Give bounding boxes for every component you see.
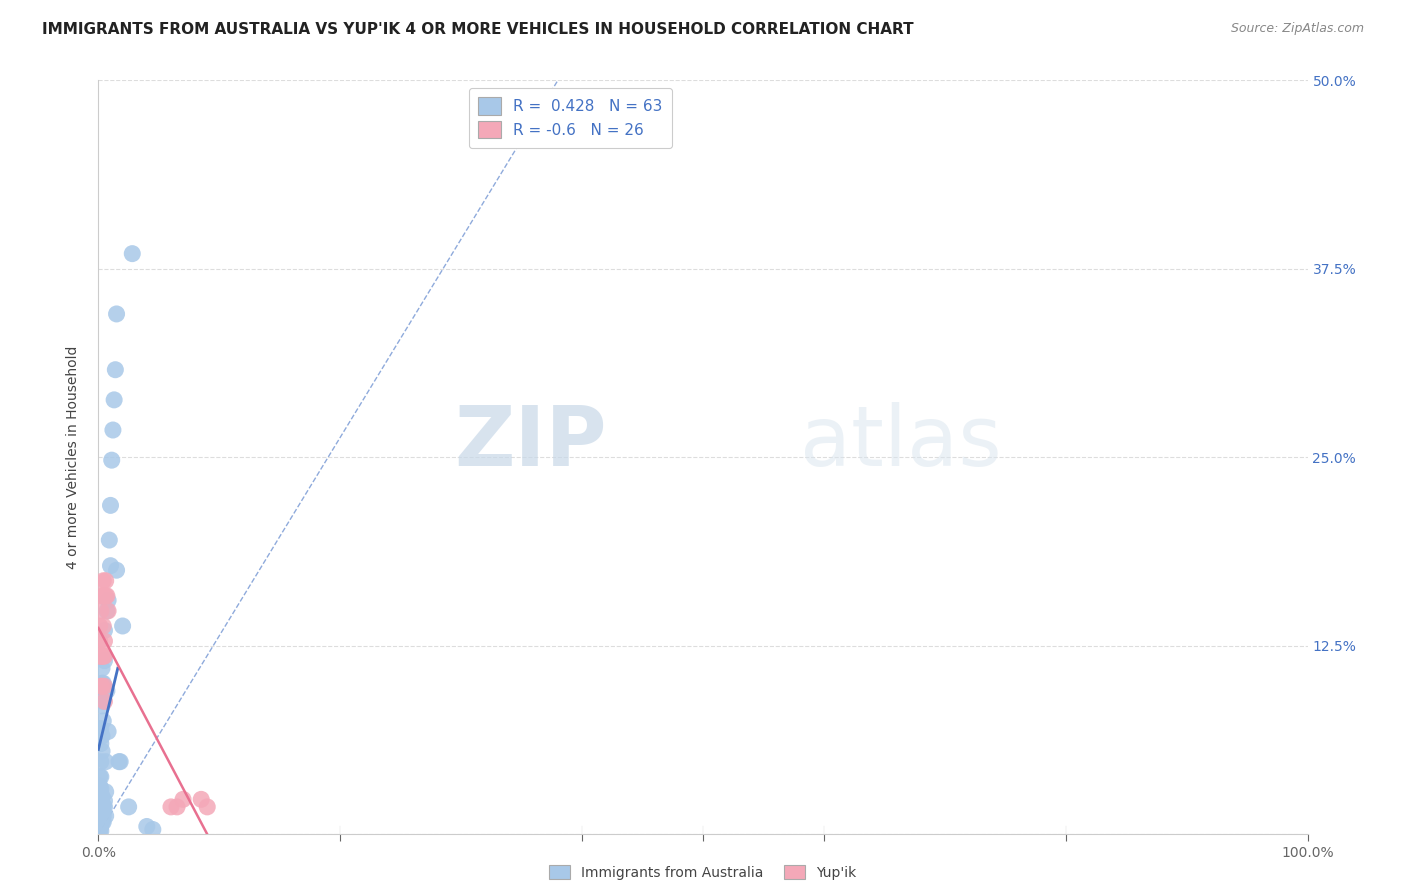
- Point: [89, 805, 111, 819]
- Point: [93, 794, 115, 808]
- Point: [94, 574, 117, 588]
- Point: [91, 800, 114, 814]
- Point: [195, 800, 218, 814]
- Legend: Immigrants from Australia, Yup'ik: Immigrants from Australia, Yup'ik: [544, 859, 862, 885]
- Point: [103, 392, 125, 407]
- Point: [90, 781, 112, 796]
- Point: [89, 820, 111, 834]
- Point: [90, 794, 112, 808]
- Point: [100, 499, 122, 513]
- Point: [121, 246, 143, 260]
- Point: [105, 563, 128, 577]
- Point: [93, 624, 115, 638]
- Point: [91, 649, 114, 664]
- Point: [91, 619, 114, 633]
- Point: [91, 814, 114, 829]
- Y-axis label: 4 or more Vehicles in Household: 4 or more Vehicles in Household: [66, 345, 80, 569]
- Point: [91, 744, 114, 758]
- Point: [108, 755, 131, 769]
- Text: atlas: atlas: [800, 401, 1001, 483]
- Point: [104, 362, 127, 376]
- Point: [91, 676, 114, 690]
- Point: [89, 824, 111, 838]
- Point: [90, 604, 112, 618]
- Point: [89, 785, 111, 799]
- Point: [90, 679, 112, 693]
- Point: [90, 737, 112, 751]
- Point: [91, 814, 114, 829]
- Point: [101, 423, 124, 437]
- Point: [91, 797, 114, 811]
- Point: [98, 533, 121, 547]
- Point: [90, 824, 112, 838]
- Point: [108, 755, 131, 769]
- Point: [90, 649, 112, 664]
- Point: [91, 649, 114, 664]
- Point: [91, 676, 114, 690]
- Text: IMMIGRANTS FROM AUSTRALIA VS YUP'IK 4 OR MORE VEHICLES IN HOUSEHOLD CORRELATION : IMMIGRANTS FROM AUSTRALIA VS YUP'IK 4 OR…: [42, 22, 914, 37]
- Point: [90, 814, 112, 829]
- Point: [93, 683, 115, 698]
- Point: [160, 800, 183, 814]
- Point: [91, 714, 114, 728]
- Point: [172, 792, 194, 806]
- Point: [118, 800, 141, 814]
- Point: [89, 649, 111, 664]
- Point: [89, 800, 111, 814]
- Point: [96, 604, 118, 618]
- Point: [96, 589, 118, 603]
- Point: [93, 800, 115, 814]
- Point: [94, 785, 117, 799]
- Point: [93, 634, 115, 648]
- Point: [93, 694, 115, 708]
- Point: [94, 755, 117, 769]
- Point: [91, 698, 114, 713]
- Text: Source: ZipAtlas.com: Source: ZipAtlas.com: [1230, 22, 1364, 36]
- Point: [91, 589, 114, 603]
- Point: [91, 789, 114, 804]
- Point: [89, 812, 111, 826]
- Point: [90, 820, 112, 834]
- Point: [166, 800, 188, 814]
- Point: [90, 722, 112, 736]
- Text: ZIP: ZIP: [454, 401, 606, 483]
- Point: [97, 724, 120, 739]
- Point: [90, 770, 112, 784]
- Point: [89, 770, 111, 784]
- Legend: R =  0.428   N = 63, R = -0.6   N = 26: R = 0.428 N = 63, R = -0.6 N = 26: [468, 88, 672, 148]
- Point: [91, 589, 114, 603]
- Point: [91, 694, 114, 708]
- Point: [111, 619, 134, 633]
- Point: [90, 755, 112, 769]
- Point: [97, 604, 120, 618]
- Point: [93, 679, 115, 693]
- Point: [100, 453, 122, 467]
- Point: [93, 654, 115, 668]
- Point: [90, 809, 112, 823]
- Point: [100, 558, 122, 573]
- Point: [91, 661, 114, 675]
- Point: [89, 794, 111, 808]
- Point: [96, 683, 118, 698]
- Point: [94, 809, 117, 823]
- Point: [91, 679, 114, 693]
- Point: [93, 649, 115, 664]
- Point: [91, 729, 114, 743]
- Point: [89, 619, 111, 633]
- Point: [91, 574, 114, 588]
- Point: [94, 589, 117, 603]
- Point: [135, 820, 157, 834]
- Point: [90, 800, 112, 814]
- Point: [190, 792, 212, 806]
- Point: [89, 779, 111, 793]
- Point: [89, 634, 111, 648]
- Point: [97, 593, 120, 607]
- Point: [91, 805, 114, 819]
- Point: [91, 809, 114, 823]
- Point: [105, 307, 128, 321]
- Point: [142, 822, 165, 837]
